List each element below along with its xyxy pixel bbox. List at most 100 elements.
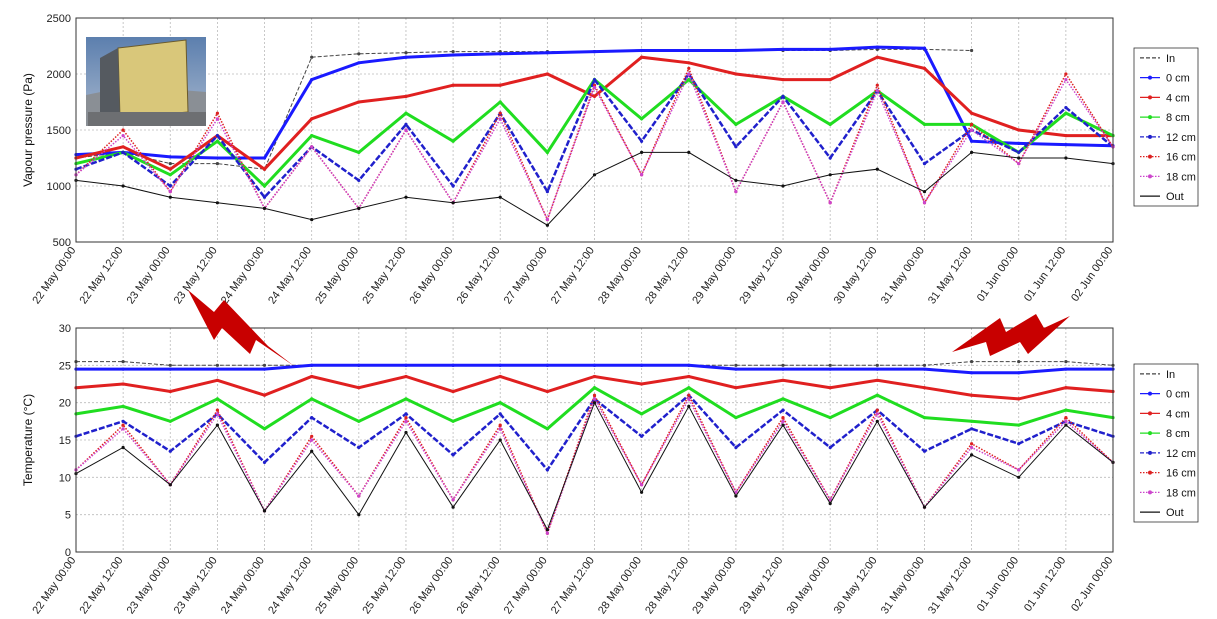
data-point — [121, 184, 125, 188]
data-point — [498, 438, 502, 442]
data-point — [640, 150, 644, 154]
data-point — [262, 184, 267, 188]
data-point — [545, 531, 550, 535]
data-point — [828, 445, 832, 450]
data-point — [970, 371, 974, 375]
data-point — [828, 363, 832, 367]
legend-label: 4 cm — [1166, 92, 1190, 104]
data-point — [262, 195, 267, 199]
data-point — [121, 134, 125, 138]
data-point — [215, 378, 219, 382]
data-point — [357, 419, 361, 423]
data-point — [545, 528, 550, 532]
x-tick-label: 22 May 00:00 — [30, 555, 78, 616]
x-tick-label: 29 May 00:00 — [690, 245, 738, 306]
x-tick-label: 29 May 00:00 — [690, 555, 738, 616]
series-in — [75, 48, 972, 170]
data-point — [498, 412, 502, 416]
data-point — [592, 401, 597, 405]
x-tick-label: 29 May 12:00 — [737, 245, 785, 306]
data-point — [922, 162, 927, 166]
data-point — [592, 386, 597, 390]
x-tick-label: 24 May 00:00 — [219, 555, 267, 616]
data-point — [121, 427, 125, 431]
data-point — [451, 50, 455, 54]
data-point — [687, 48, 691, 53]
legend-marker — [1148, 174, 1152, 179]
y-tick-label: 15 — [59, 435, 71, 447]
x-tick-label: 25 May 00:00 — [313, 245, 361, 306]
data-point — [451, 83, 455, 87]
data-point — [310, 55, 314, 59]
data-point — [922, 449, 927, 453]
data-point — [970, 150, 974, 154]
y-tick-label: 1000 — [47, 181, 71, 193]
legend-marker — [1148, 115, 1152, 120]
legend-label: 0 cm — [1166, 73, 1190, 85]
data-point — [592, 397, 597, 401]
data-point — [828, 78, 832, 82]
data-point — [1064, 72, 1068, 76]
x-tick-label: 28 May 00:00 — [596, 555, 644, 616]
data-point — [451, 453, 455, 457]
series-18-cm — [75, 72, 1114, 222]
data-point — [357, 363, 361, 367]
series-12-cm — [75, 393, 1114, 472]
y-tick-label: 2500 — [47, 13, 71, 25]
data-point — [687, 72, 691, 76]
data-point — [121, 445, 125, 450]
data-point — [592, 78, 597, 82]
x-tick-label: 30 May 00:00 — [785, 245, 833, 306]
data-point — [592, 374, 597, 379]
data-point — [592, 85, 597, 89]
data-point — [215, 117, 219, 121]
data-point — [1017, 360, 1021, 364]
x-tick-label: 24 May 00:00 — [219, 245, 267, 306]
data-point — [687, 386, 691, 390]
data-point — [121, 404, 125, 408]
data-point — [1064, 408, 1068, 412]
data-point — [168, 367, 172, 371]
data-point — [545, 427, 550, 431]
data-point — [875, 378, 879, 382]
data-point — [262, 363, 267, 367]
data-point — [1017, 475, 1021, 479]
x-tick-label: 01 Jun 00:00 — [975, 555, 1021, 614]
data-point — [404, 419, 408, 423]
data-point — [828, 122, 832, 126]
data-point — [640, 434, 644, 438]
x-tick-label: 01 Jun 00:00 — [975, 245, 1021, 304]
data-point — [404, 195, 408, 199]
data-point — [357, 52, 361, 56]
x-tick-label: 23 May 00:00 — [125, 245, 173, 306]
data-point — [687, 404, 691, 408]
data-point — [970, 360, 974, 364]
data-point — [687, 61, 691, 65]
data-point — [687, 374, 691, 379]
data-point — [404, 412, 408, 416]
data-point — [262, 206, 267, 210]
data-point — [970, 139, 974, 143]
data-point — [592, 83, 597, 87]
x-tick-label: 02 Jun 00:00 — [1069, 245, 1115, 304]
data-point — [970, 442, 974, 446]
x-tick-label: 23 May 12:00 — [172, 555, 220, 616]
data-point — [121, 150, 125, 154]
data-point — [1064, 423, 1068, 427]
data-point — [310, 416, 314, 420]
data-point — [357, 513, 361, 517]
data-point — [357, 100, 361, 104]
data-point — [545, 150, 550, 154]
data-point — [922, 416, 927, 420]
data-point — [404, 94, 408, 98]
data-point — [1064, 143, 1068, 147]
data-point — [168, 173, 172, 177]
data-point — [121, 128, 125, 132]
data-point — [1017, 156, 1021, 160]
x-tick-label: 31 May 00:00 — [879, 245, 927, 306]
data-point — [922, 122, 927, 126]
data-point — [734, 122, 738, 126]
data-point — [262, 156, 267, 160]
x-tick-label: 27 May 00:00 — [502, 245, 550, 306]
